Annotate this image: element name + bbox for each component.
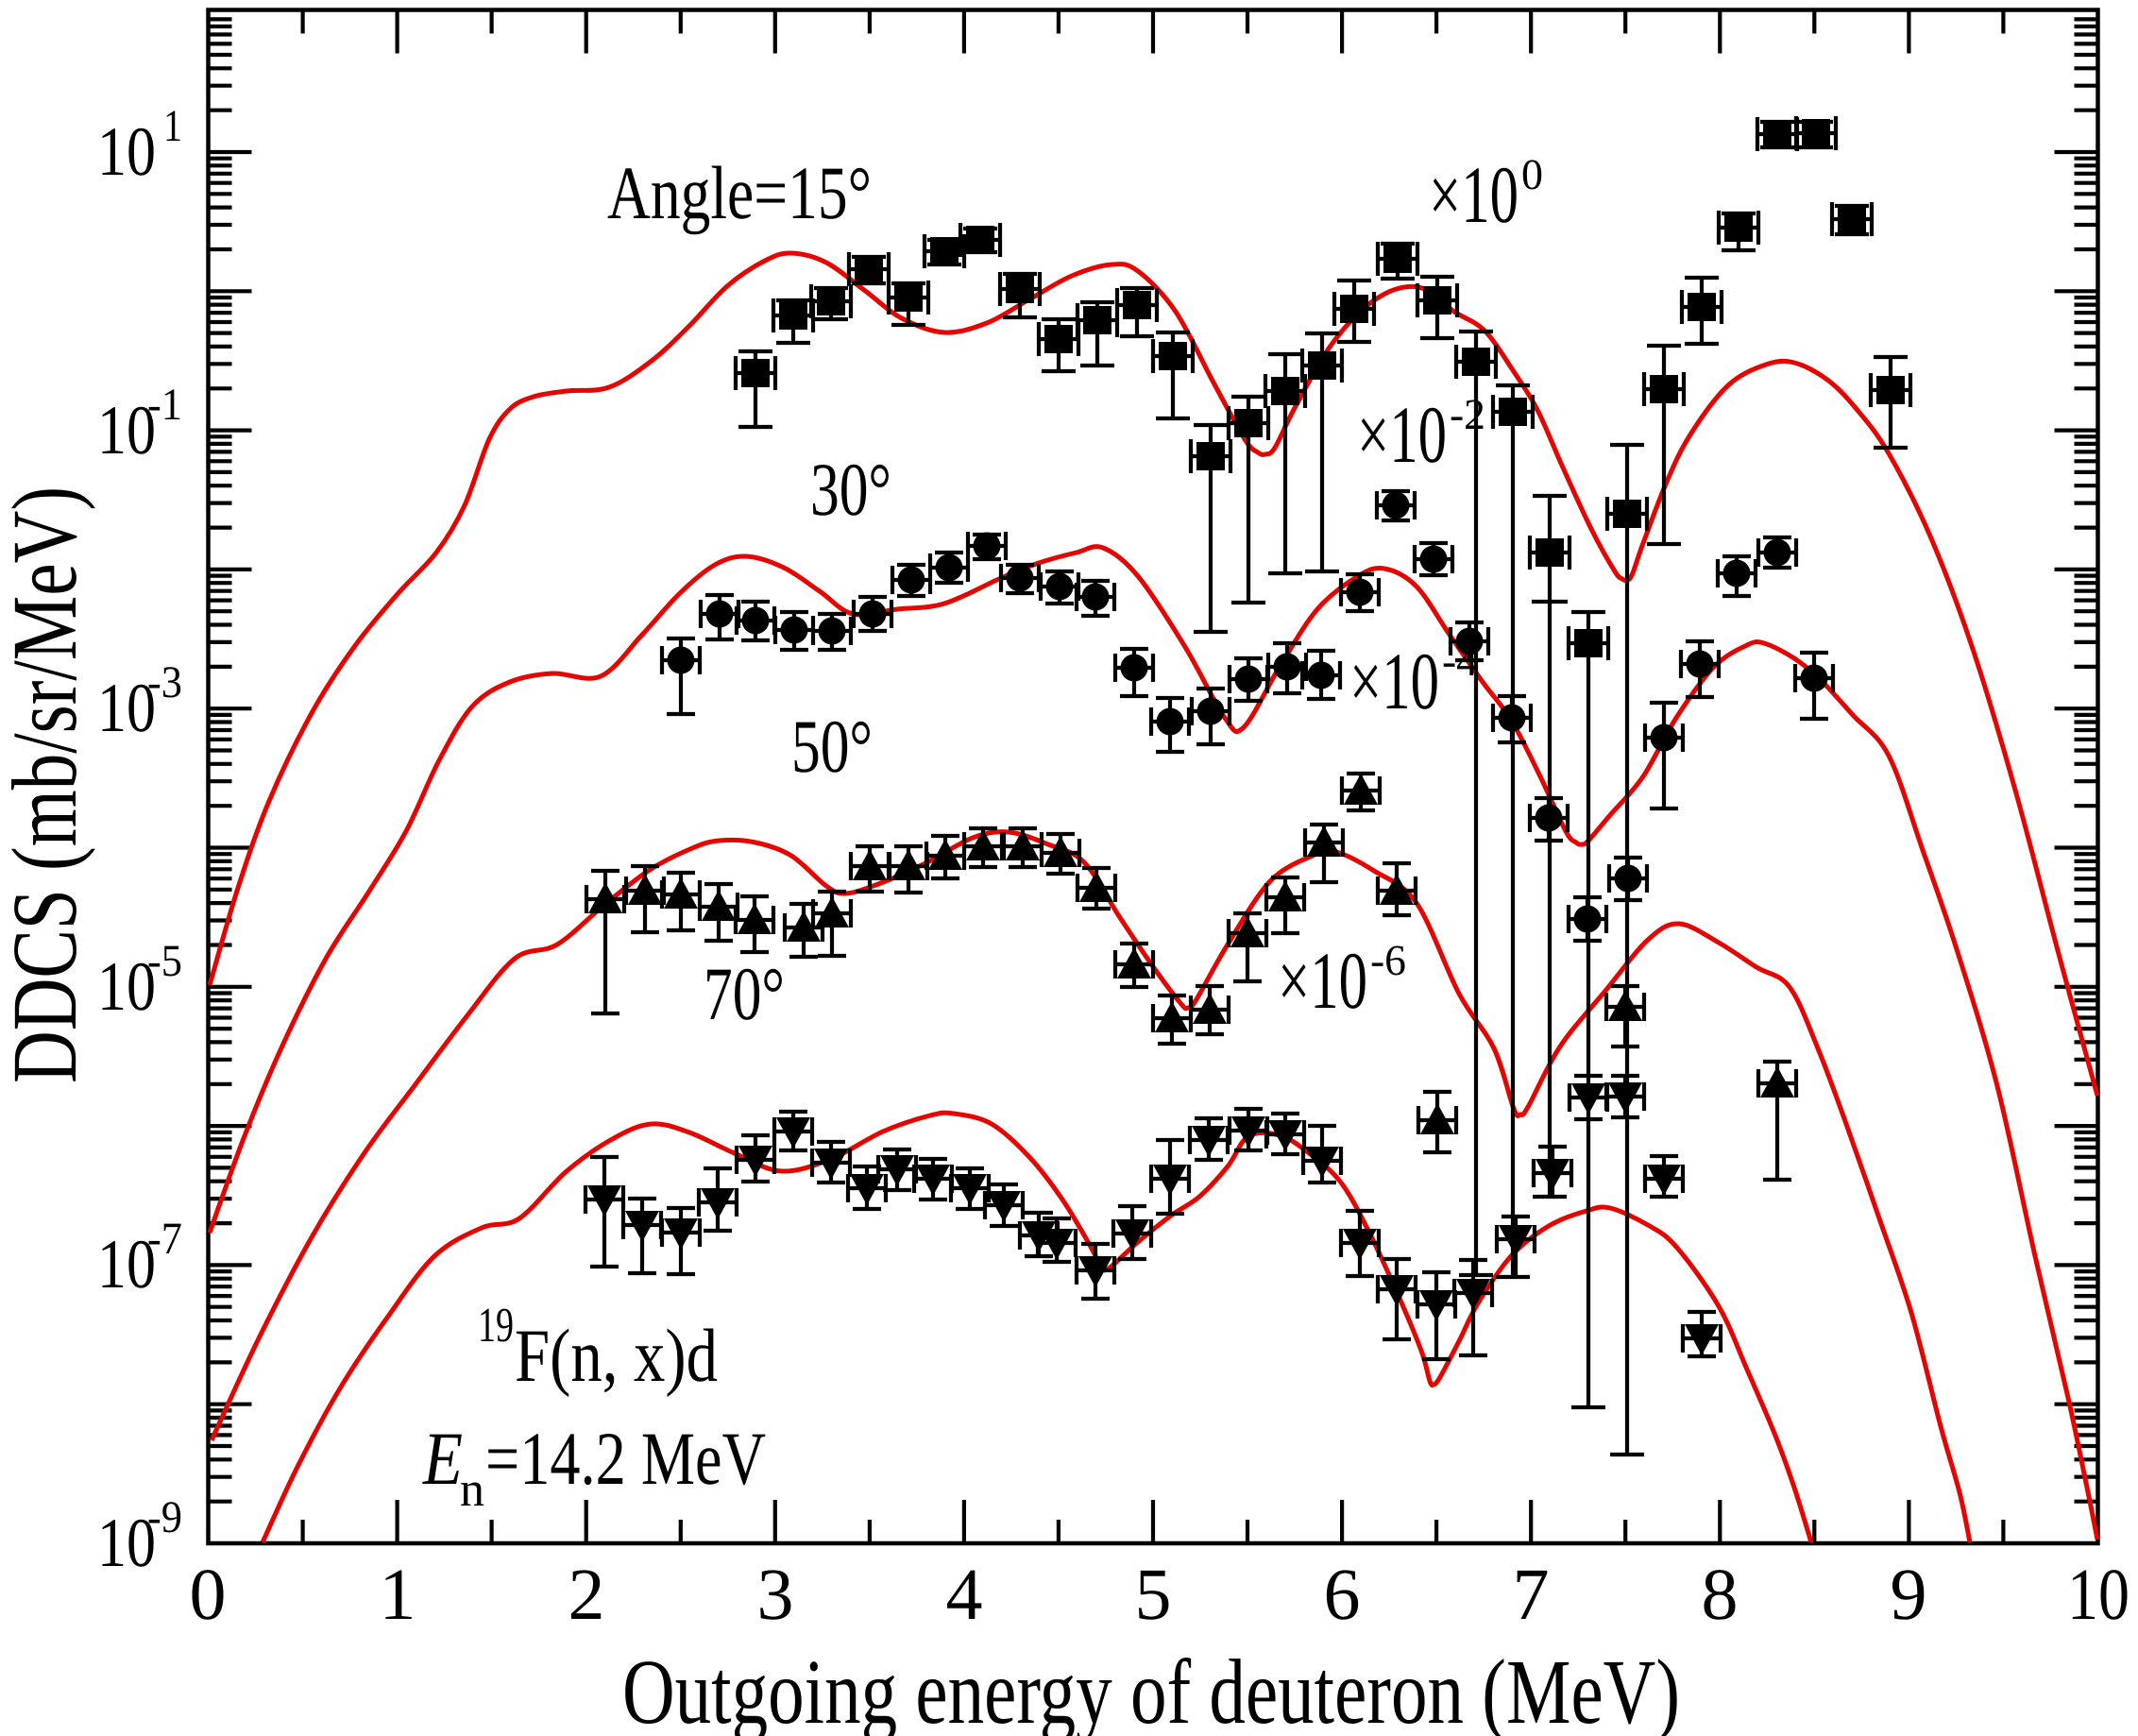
svg-text:DDCS (mb/sr/MeV): DDCS (mb/sr/MeV) [0,486,96,1083]
svg-text:10: 10 [97,670,156,747]
svg-text:×10: ×10 [1349,636,1439,726]
svg-text:4: 4 [946,1553,983,1635]
svg-text:5: 5 [1135,1553,1172,1635]
svg-text:F(n, x)d: F(n, x)d [515,1315,718,1398]
svg-text:-9: -9 [147,1492,182,1542]
svg-text:0: 0 [190,1553,227,1635]
svg-text:10: 10 [97,1226,156,1303]
svg-text:8: 8 [1702,1553,1739,1635]
svg-text:Angle=15°: Angle=15° [607,152,872,235]
svg-text:-5: -5 [147,936,182,986]
svg-text:3: 3 [757,1553,794,1635]
svg-text:-4: -4 [1442,637,1478,685]
svg-text:50°: 50° [791,706,873,789]
svg-text:10: 10 [97,392,156,469]
svg-text:10: 10 [2067,1553,2130,1635]
svg-text:19: 19 [478,1299,514,1353]
svg-text:30°: 30° [810,449,891,532]
svg-text:7: 7 [1513,1553,1550,1635]
svg-text:n: n [460,1463,484,1517]
svg-text:0: 0 [1521,150,1543,198]
svg-text:10: 10 [97,1505,156,1582]
svg-text:Outgoing energy of deuteron (M: Outgoing energy of deuteron (MeV) [622,1642,1680,1736]
svg-text:10: 10 [97,948,156,1026]
svg-text:-2: -2 [1450,390,1485,438]
svg-text:-7: -7 [147,1214,182,1264]
svg-text:-3: -3 [147,657,182,707]
svg-text:×10: ×10 [1278,935,1367,1026]
svg-text:×10: ×10 [1429,149,1519,240]
svg-text:2: 2 [568,1553,605,1635]
svg-text:70°: 70° [704,953,785,1036]
svg-text:=14.2 MeV: =14.2 MeV [485,1418,766,1501]
svg-text:1: 1 [163,101,182,151]
svg-text:9: 9 [1891,1553,1927,1635]
svg-text:-6: -6 [1370,936,1406,984]
svg-text:×10: ×10 [1357,389,1447,480]
svg-text:E: E [422,1418,463,1501]
svg-text:-1: -1 [147,380,182,430]
svg-text:10: 10 [97,113,156,191]
svg-text:6: 6 [1324,1553,1361,1635]
svg-text:1: 1 [380,1553,416,1635]
